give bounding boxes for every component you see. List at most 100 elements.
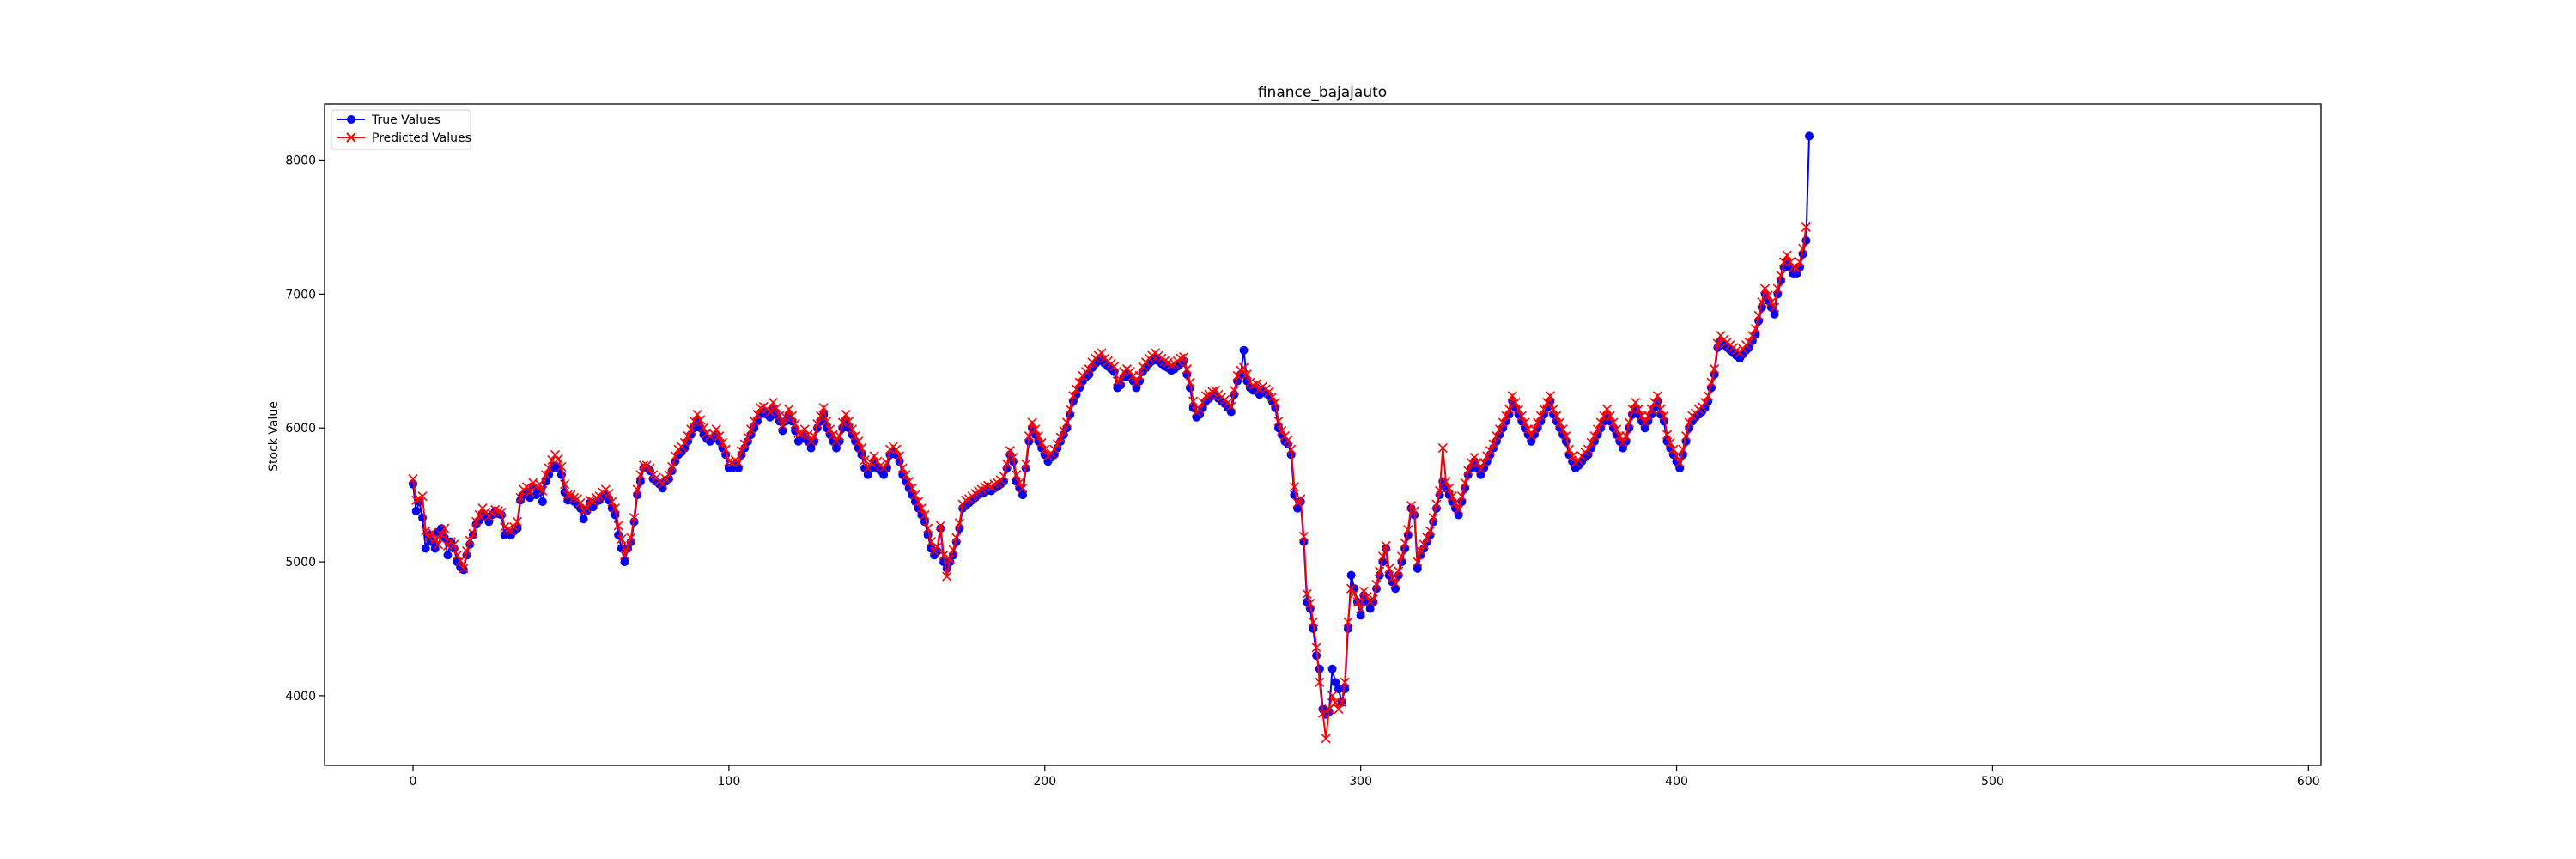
- point-predicted-values: [973, 485, 984, 497]
- point-predicted-values: [1286, 444, 1297, 454]
- point-predicted-values: [1678, 444, 1688, 454]
- point-predicted-values: [1109, 361, 1120, 372]
- point-predicted-values: [841, 410, 851, 420]
- point-predicted-values: [844, 416, 854, 426]
- point-predicted-values: [1419, 539, 1429, 550]
- point-predicted-values: [1375, 566, 1385, 576]
- point-predicted-values: [1469, 452, 1479, 463]
- point-predicted-values: [945, 554, 955, 564]
- y-tick-label: 7000: [285, 288, 316, 302]
- point-predicted-values: [585, 495, 595, 505]
- point-predicted-values: [1680, 430, 1692, 442]
- point-predicted-values: [1535, 411, 1546, 421]
- legend-label-true-values: True Values: [371, 113, 440, 127]
- point-predicted-values: [1631, 398, 1641, 408]
- point-predicted-values: [1242, 369, 1252, 380]
- point-predicted-values: [1390, 578, 1400, 588]
- point-predicted-values: [1665, 437, 1675, 448]
- point-true-values: [582, 506, 592, 515]
- point-predicted-values: [1652, 391, 1663, 401]
- point-predicted-values: [610, 503, 621, 514]
- point-predicted-values: [1232, 370, 1242, 381]
- point-predicted-values: [812, 418, 823, 430]
- point-predicted-values: [538, 485, 548, 497]
- point-predicted-values: [1396, 551, 1407, 562]
- point-predicted-values: [711, 424, 721, 435]
- point-predicted-values: [1115, 375, 1126, 385]
- point-predicted-values: [1668, 444, 1679, 454]
- point-predicted-values: [607, 497, 617, 507]
- point-predicted-values: [777, 420, 787, 430]
- point-predicted-values: [1352, 597, 1363, 607]
- point-predicted-values: [1456, 491, 1467, 502]
- point-predicted-values: [1454, 504, 1464, 515]
- point-predicted-values: [1516, 411, 1527, 421]
- point-predicted-values: [1759, 283, 1771, 294]
- point-predicted-values: [617, 534, 627, 545]
- point-predicted-values: [787, 411, 798, 421]
- point-predicted-values: [1539, 404, 1549, 414]
- point-predicted-values: [882, 458, 892, 468]
- point-true-values: [1675, 463, 1685, 472]
- point-predicted-values: [961, 495, 971, 505]
- point-predicted-values: [765, 406, 775, 417]
- point-predicted-values: [1362, 592, 1372, 602]
- point-predicted-values: [667, 461, 677, 472]
- point-true-values: [806, 443, 816, 453]
- point-true-values: [1413, 564, 1422, 573]
- point-predicted-values: [638, 460, 649, 471]
- y-tick-label: 4000: [285, 690, 316, 704]
- point-predicted-values: [1608, 417, 1619, 428]
- point-predicted-values: [1482, 451, 1492, 461]
- x-tick-label: 100: [718, 775, 741, 789]
- point-true-values: [1356, 611, 1365, 620]
- point-predicted-values: [1030, 424, 1041, 435]
- point-predicted-values: [1289, 482, 1299, 492]
- y-axis: 4000 5000 6000 7000 8000: [285, 154, 325, 704]
- x-tick-label: 300: [1349, 775, 1372, 789]
- point-true-values: [1185, 383, 1194, 393]
- y-tick-label: 8000: [285, 154, 316, 168]
- point-predicted-values: [1368, 594, 1378, 605]
- point-predicted-values: [459, 564, 469, 574]
- point-predicted-values: [1618, 437, 1628, 448]
- point-predicted-values: [1238, 362, 1249, 373]
- point-predicted-values: [521, 482, 532, 492]
- point-predicted-values: [1795, 257, 1805, 267]
- point-predicted-values: [1428, 513, 1438, 523]
- point-predicted-values: [1589, 430, 1600, 442]
- point-predicted-values: [733, 458, 744, 468]
- point-predicted-values: [553, 454, 563, 464]
- point-predicted-values: [1633, 404, 1643, 414]
- point-predicted-values: [878, 463, 889, 473]
- chart-title: finance_bajajauto: [1258, 84, 1387, 101]
- point-predicted-values: [1068, 391, 1078, 401]
- point-predicted-values: [942, 571, 952, 582]
- point-predicted-values: [1049, 444, 1060, 454]
- point-predicted-values: [1564, 444, 1575, 454]
- point-predicted-values: [1334, 704, 1344, 715]
- point-true-values: [579, 515, 588, 524]
- point-predicted-values: [1112, 376, 1122, 387]
- point-predicted-values: [1624, 417, 1634, 428]
- point-true-values: [1618, 443, 1627, 453]
- point-predicted-values: [1640, 417, 1650, 428]
- point-predicted-values: [1558, 424, 1568, 435]
- point-predicted-values: [1377, 551, 1388, 562]
- point-predicted-values: [417, 491, 428, 502]
- x-tick-label: 600: [2297, 775, 2320, 789]
- point-predicted-values: [635, 470, 646, 480]
- point-predicted-values: [1008, 452, 1018, 463]
- point-predicted-values: [1766, 297, 1777, 308]
- point-true-values: [1132, 383, 1141, 393]
- plot-frame: [324, 103, 2322, 766]
- point-predicted-values: [1612, 424, 1622, 435]
- point-predicted-values: [1270, 398, 1280, 408]
- point-predicted-values: [1750, 324, 1761, 334]
- point-predicted-values: [1460, 478, 1470, 488]
- point-predicted-values: [664, 470, 674, 480]
- point-true-values: [1346, 570, 1356, 580]
- point-true-values: [556, 470, 566, 479]
- point-predicted-values: [891, 444, 902, 454]
- point-true-values: [421, 544, 430, 553]
